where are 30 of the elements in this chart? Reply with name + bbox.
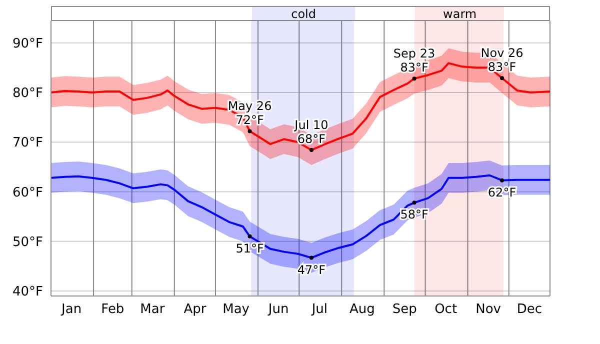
annotation: 62°F	[488, 185, 516, 200]
x-tick-label: Nov	[476, 302, 502, 318]
annotation: Sep 23 83°F	[393, 46, 436, 75]
y-tick-label: 40°F	[12, 284, 43, 300]
y-tick-label: 80°F	[12, 86, 43, 102]
x-tick-label: Jan	[60, 302, 82, 318]
band-label: cold	[252, 7, 355, 21]
annotation: 47°F	[297, 262, 326, 277]
x-tick-label: Apr	[184, 302, 207, 318]
x-tick-label: May	[222, 302, 250, 318]
x-tick-label: Oct	[434, 302, 458, 318]
y-tick-label: 60°F	[12, 185, 43, 200]
x-tick-label: Feb	[101, 302, 124, 318]
y-tick-label: 70°F	[12, 136, 43, 151]
annotation: Jul 10 68°F	[294, 118, 328, 146]
annotation: Nov 26 83°F	[480, 46, 524, 74]
line-series	[51, 174, 550, 260]
x-tick-label: Dec	[516, 302, 542, 318]
y-tick-label: 90°F	[12, 36, 43, 52]
x-tick-label: Jul	[310, 302, 328, 318]
annotation: 51°F	[236, 241, 264, 256]
x-tick-label: Mar	[140, 302, 166, 318]
x-tick-label: Aug	[349, 302, 375, 318]
band-label: warm	[415, 7, 504, 21]
label-strip: cold warm	[51, 6, 550, 21]
y-tick-label: 50°F	[12, 235, 43, 250]
line-series	[51, 62, 550, 152]
x-tick-label: Jun	[267, 302, 289, 318]
annotation: 58°F	[400, 208, 428, 222]
x-tick-label: Sep	[392, 302, 417, 318]
